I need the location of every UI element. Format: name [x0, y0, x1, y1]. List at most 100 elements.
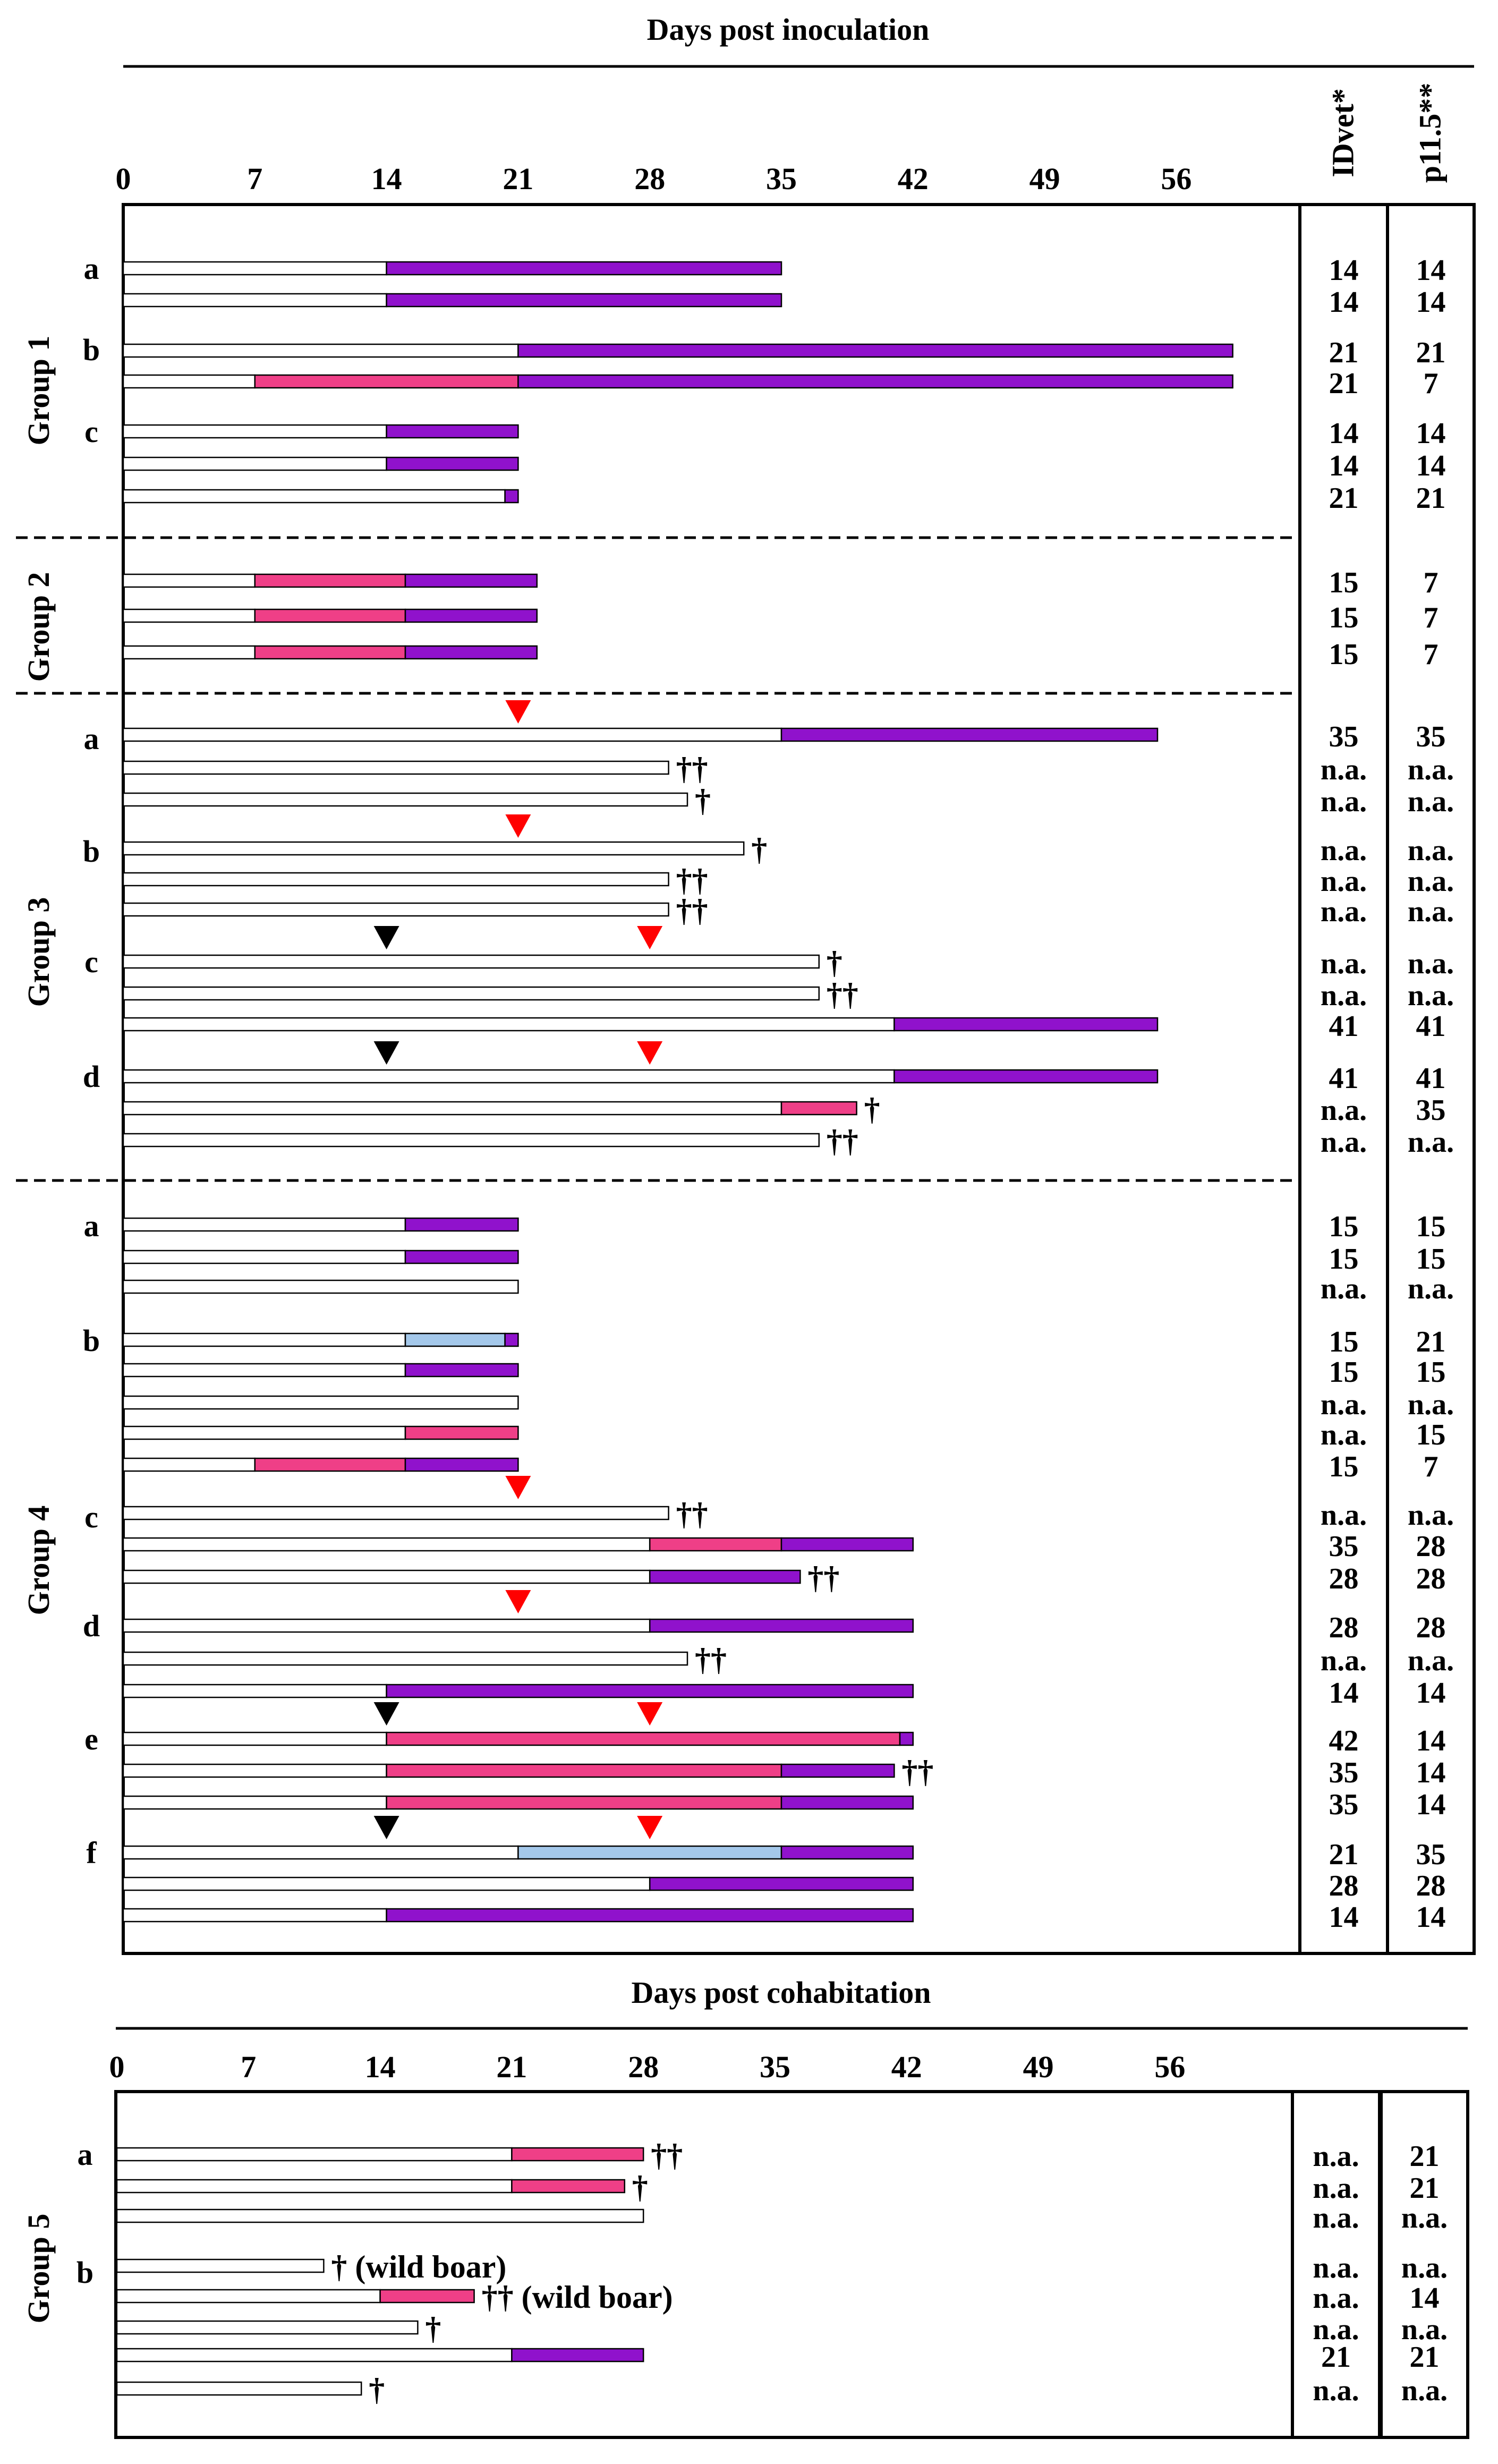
- idvet-value: 35: [1329, 1788, 1359, 1821]
- p115-value: n.a.: [1408, 834, 1454, 867]
- idvet-value: n.a.: [1321, 785, 1367, 818]
- black-inoculation-marker: [373, 1041, 399, 1065]
- bar-segment-white: [122, 456, 387, 471]
- p115-value: 14: [1416, 1677, 1446, 1710]
- p115-value: 7: [1424, 1450, 1439, 1483]
- death-dagger: †: [695, 783, 711, 818]
- bar-segment-purple: [404, 1217, 519, 1232]
- p115-value: 28: [1416, 1870, 1446, 1902]
- idvet-value: n.a.: [1321, 1094, 1367, 1127]
- x-tick-label: 35: [766, 162, 797, 196]
- p115-value: 7: [1424, 367, 1439, 400]
- idvet-value: 15: [1329, 1326, 1359, 1358]
- idvet-value: n.a.: [1313, 2140, 1359, 2173]
- p115-value: 35: [1416, 1094, 1446, 1127]
- idvet-value: 15: [1329, 566, 1359, 599]
- bar-segment-white: [122, 841, 745, 856]
- death-dagger: ††: [901, 1754, 933, 1789]
- bar-segment-purple: [649, 1618, 914, 1633]
- black-inoculation-marker: [373, 1702, 399, 1726]
- bar-segment-magenta: [379, 2289, 475, 2304]
- bar-segment-white: [122, 293, 387, 308]
- bar-segment-purple: [893, 1017, 1159, 1032]
- x-tick-label: 21: [496, 2050, 527, 2084]
- p115-value: 21: [1410, 2172, 1440, 2205]
- bar-segment-purple: [386, 1684, 914, 1698]
- x-tick-label: 56: [1154, 2050, 1185, 2084]
- bar-segment-magenta: [511, 2179, 626, 2194]
- p115-value: 21: [1416, 336, 1446, 369]
- p115-value: 7: [1424, 566, 1439, 599]
- bar-segment-purple: [386, 293, 782, 308]
- idvet-value: 35: [1329, 720, 1359, 753]
- p115-value: 15: [1416, 1418, 1446, 1451]
- bar-segment-white: [122, 1217, 406, 1232]
- death-dagger: ††: [676, 863, 708, 898]
- bar-segment-magenta: [254, 608, 406, 623]
- x-tick-label: 42: [891, 2050, 922, 2084]
- subgroup-label: b: [83, 1323, 100, 1358]
- p115-value: 28: [1416, 1530, 1446, 1563]
- p115-value: n.a.: [1401, 2374, 1448, 2407]
- idvet-value: n.a.: [1321, 834, 1367, 867]
- bar-segment-magenta: [254, 1457, 406, 1472]
- bar-segment-white: [122, 608, 256, 623]
- idvet-value: 42: [1329, 1724, 1359, 1757]
- bar-segment-purple: [386, 1908, 914, 1923]
- red-inoculation-marker: [505, 1476, 531, 1499]
- subgroup-label: f: [86, 1836, 97, 1870]
- p115-value: 14: [1416, 1788, 1446, 1821]
- subgroup-label: a: [84, 251, 99, 286]
- idvet-value: n.a.: [1313, 2313, 1359, 2346]
- bar-segment-white: [116, 2348, 513, 2363]
- bar-segment-magenta: [386, 1763, 782, 1778]
- p115-value: 14: [1416, 254, 1446, 287]
- x-tick-label: 42: [898, 162, 929, 196]
- death-dagger: ††: [651, 2138, 683, 2173]
- bar-segment-purple: [386, 424, 519, 439]
- bar-segment-purple: [899, 1731, 914, 1746]
- p115-value: n.a.: [1408, 947, 1454, 980]
- bar-segment-white: [116, 2147, 513, 2162]
- bar-segment-white: [122, 1395, 519, 1410]
- bar-segment-magenta: [386, 1731, 901, 1746]
- x-tick-label: 21: [503, 162, 533, 196]
- bar-segment-magenta: [649, 1537, 782, 1552]
- bar-segment-white: [122, 954, 820, 969]
- death-dagger: ††: [695, 1642, 727, 1677]
- idvet-value: n.a.: [1321, 979, 1367, 1012]
- idvet-value: 15: [1329, 1243, 1359, 1276]
- subgroup-label: a: [78, 2137, 93, 2172]
- p115-value: 14: [1416, 1756, 1446, 1789]
- idvet-value: 28: [1329, 1562, 1359, 1595]
- idvet-value: 21: [1321, 2341, 1351, 2374]
- bar-segment-white: [122, 1017, 895, 1032]
- bar-segment-magenta: [511, 2147, 644, 2162]
- p115-value: n.a.: [1408, 1388, 1454, 1421]
- idvet-value: n.a.: [1321, 753, 1367, 786]
- bar-segment-white: [122, 1651, 688, 1666]
- group-label: Group 3: [21, 897, 56, 1007]
- subgroup-label: d: [83, 1059, 100, 1094]
- death-dagger: †: [369, 2372, 385, 2407]
- p115-value: 35: [1416, 720, 1446, 753]
- black-inoculation-marker: [373, 1816, 399, 1839]
- bar-segment-purple: [404, 1363, 519, 1378]
- p115-value: 7: [1424, 638, 1439, 671]
- bar-segment-white: [122, 1731, 387, 1746]
- bar-segment-purple: [404, 1457, 519, 1472]
- group-label: Group 4: [21, 1506, 56, 1616]
- death-dagger: †: [751, 832, 767, 867]
- p115-value: n.a.: [1408, 1499, 1454, 1532]
- subgroup-label: a: [84, 1209, 99, 1243]
- idvet-value: 14: [1329, 254, 1359, 287]
- group-label: Group 1: [21, 336, 56, 446]
- death-dagger: ††: [807, 1560, 839, 1595]
- bar-segment-magenta: [780, 1101, 857, 1116]
- bar-segment-white: [122, 1876, 651, 1891]
- idvet-value: 21: [1329, 336, 1359, 369]
- death-dagger: ††: [676, 1497, 708, 1532]
- x-tick-label: 7: [247, 162, 262, 196]
- p115-value: 21: [1410, 2140, 1440, 2173]
